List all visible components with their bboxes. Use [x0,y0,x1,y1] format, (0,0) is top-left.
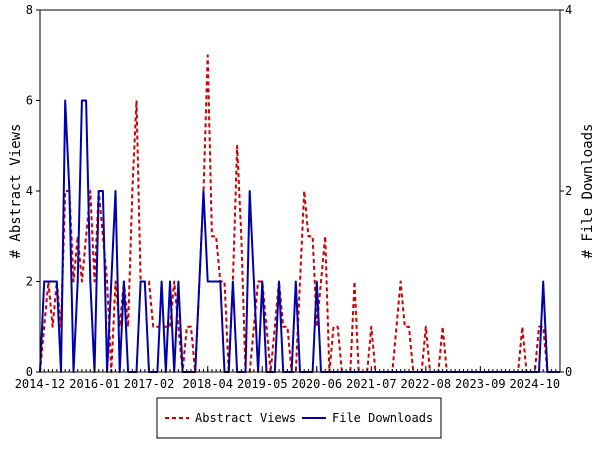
x-tick-label: 2023-09 [455,377,506,391]
y-right-axis-title: # File Downloads [580,124,596,259]
x-tick-label: 2019-05 [237,377,288,391]
x-tick-label: 2022-08 [401,377,452,391]
legend-label: File Downloads [332,411,433,425]
y-left-axis-title: # Abstract Views [8,124,24,259]
x-tick-label: 2017-02 [124,377,175,391]
y-left-tick-label: 2 [26,275,33,289]
y-left-tick-label: 6 [26,94,33,108]
axes: 2014-12 2016-01 2017-02 2018-04 2019-05 2020-… [8,3,596,391]
y-right-tick-label: 2 [565,184,572,198]
legend-label: Abstract Views [195,411,296,425]
y-left-tick-label: 8 [26,3,33,17]
x-tick-label: 2020-06 [291,377,342,391]
x-tick-label: 2024-10 [510,377,561,391]
x-tick-label: 2018-04 [182,377,233,391]
x-tick-label: 2021-07 [346,377,397,391]
y-right-tick-label: 0 [565,365,572,379]
y-left-tick-label: 0 [26,365,33,379]
legend: Abstract Views File Downloads [156,397,442,439]
y-left-tick-label: 4 [26,184,33,198]
x-tick-label: 2016-01 [69,377,120,391]
y-right-tick-label: 4 [565,3,572,17]
legend-box [156,397,442,439]
x-tick-label: 2014-12 [15,377,66,391]
